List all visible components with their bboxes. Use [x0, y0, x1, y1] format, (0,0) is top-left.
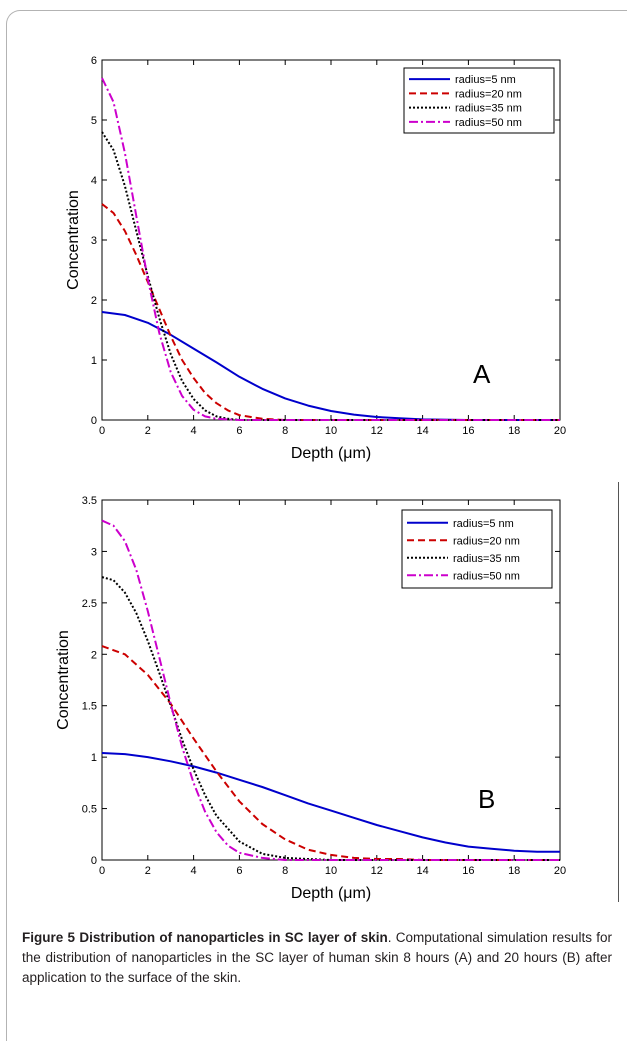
x-tick-label: 10 — [325, 865, 337, 877]
x-tick-label: 8 — [282, 425, 288, 437]
x-tick-label: 6 — [236, 425, 242, 437]
y-tick-label: 1.5 — [82, 701, 97, 713]
legend-entry-label: radius=35 nm — [453, 553, 520, 565]
y-tick-label: 2 — [91, 295, 97, 307]
x-tick-label: 4 — [191, 425, 197, 437]
series-line-0 — [101, 752, 560, 853]
legend-entry-label: radius=5 nm — [455, 74, 516, 86]
figure-caption: Figure 5 Distribution of nanoparticles i… — [22, 928, 612, 988]
series-line-3 — [101, 519, 560, 861]
legend-entry-label: radius=5 nm — [453, 518, 514, 530]
x-tick-label: 6 — [236, 865, 242, 877]
y-tick-label: 0.5 — [82, 804, 97, 816]
y-axis-label: Concentration — [65, 190, 82, 290]
x-tick-label: 8 — [282, 865, 288, 877]
x-tick-label: 2 — [145, 425, 151, 437]
caption-text: . Computational simulation results for t… — [22, 930, 612, 985]
panel-label: B — [478, 784, 495, 814]
x-tick-label: 14 — [416, 425, 428, 437]
x-tick-label: 10 — [325, 425, 337, 437]
legend-entry-label: radius=50 nm — [455, 117, 522, 129]
x-tick-label: 20 — [554, 865, 566, 877]
chart-1: 0 2 4 6 8 10 12 14 16 18 20 0 0.5 1 1.5 2 2.5 3 3.5 Depth (… — [55, 495, 566, 902]
x-tick-label: 12 — [371, 865, 383, 877]
caption-title: Figure 5 Distribution of nanoparticles i… — [22, 930, 388, 945]
y-tick-label: 0 — [91, 855, 97, 867]
series-line-0 — [101, 311, 560, 421]
side-rule — [618, 482, 619, 902]
legend-entry-label: radius=50 nm — [453, 570, 520, 582]
panel-label: A — [473, 359, 491, 389]
y-tick-label: 2.5 — [82, 598, 97, 610]
x-tick-label: 2 — [145, 865, 151, 877]
series-line-2 — [101, 131, 560, 421]
y-tick-label: 0 — [91, 415, 97, 427]
y-tick-label: 6 — [91, 55, 97, 67]
x-tick-label: 16 — [462, 865, 474, 877]
legend: radius=5 nm radius=20 nm radius=35 nm radiu… — [401, 509, 553, 589]
figure-frame — [6, 10, 627, 1041]
y-tick-label: 1 — [91, 355, 97, 367]
series-line-2 — [101, 576, 560, 861]
legend-entry-label: radius=20 nm — [455, 88, 522, 100]
series-line-1 — [101, 203, 560, 421]
y-tick-label: 3.5 — [82, 495, 97, 507]
y-tick-label: 2 — [91, 649, 97, 661]
x-tick-label: 20 — [554, 425, 566, 437]
x-axis-label: Depth (μm) — [291, 445, 371, 462]
y-tick-label: 3 — [91, 546, 97, 558]
series-line-3 — [101, 77, 560, 421]
legend-entry-label: radius=35 nm — [455, 103, 522, 115]
series-line-1 — [101, 645, 560, 861]
x-tick-label: 18 — [508, 425, 520, 437]
x-tick-label: 4 — [191, 865, 197, 877]
x-tick-label: 0 — [99, 865, 105, 877]
y-axis-label: Concentration — [55, 630, 72, 730]
x-axis-label: Depth (μm) — [291, 885, 371, 902]
y-tick-label: 5 — [91, 115, 97, 127]
x-tick-label: 12 — [371, 425, 383, 437]
legend: radius=5 nm radius=20 nm radius=35 nm radiu… — [403, 67, 555, 134]
y-tick-label: 1 — [91, 752, 97, 764]
y-tick-label: 4 — [91, 175, 97, 187]
y-tick-label: 3 — [91, 235, 97, 247]
x-tick-label: 0 — [99, 425, 105, 437]
x-tick-label: 18 — [508, 865, 520, 877]
x-tick-label: 14 — [416, 865, 428, 877]
x-tick-label: 16 — [462, 425, 474, 437]
legend-entry-label: radius=20 nm — [453, 535, 520, 547]
